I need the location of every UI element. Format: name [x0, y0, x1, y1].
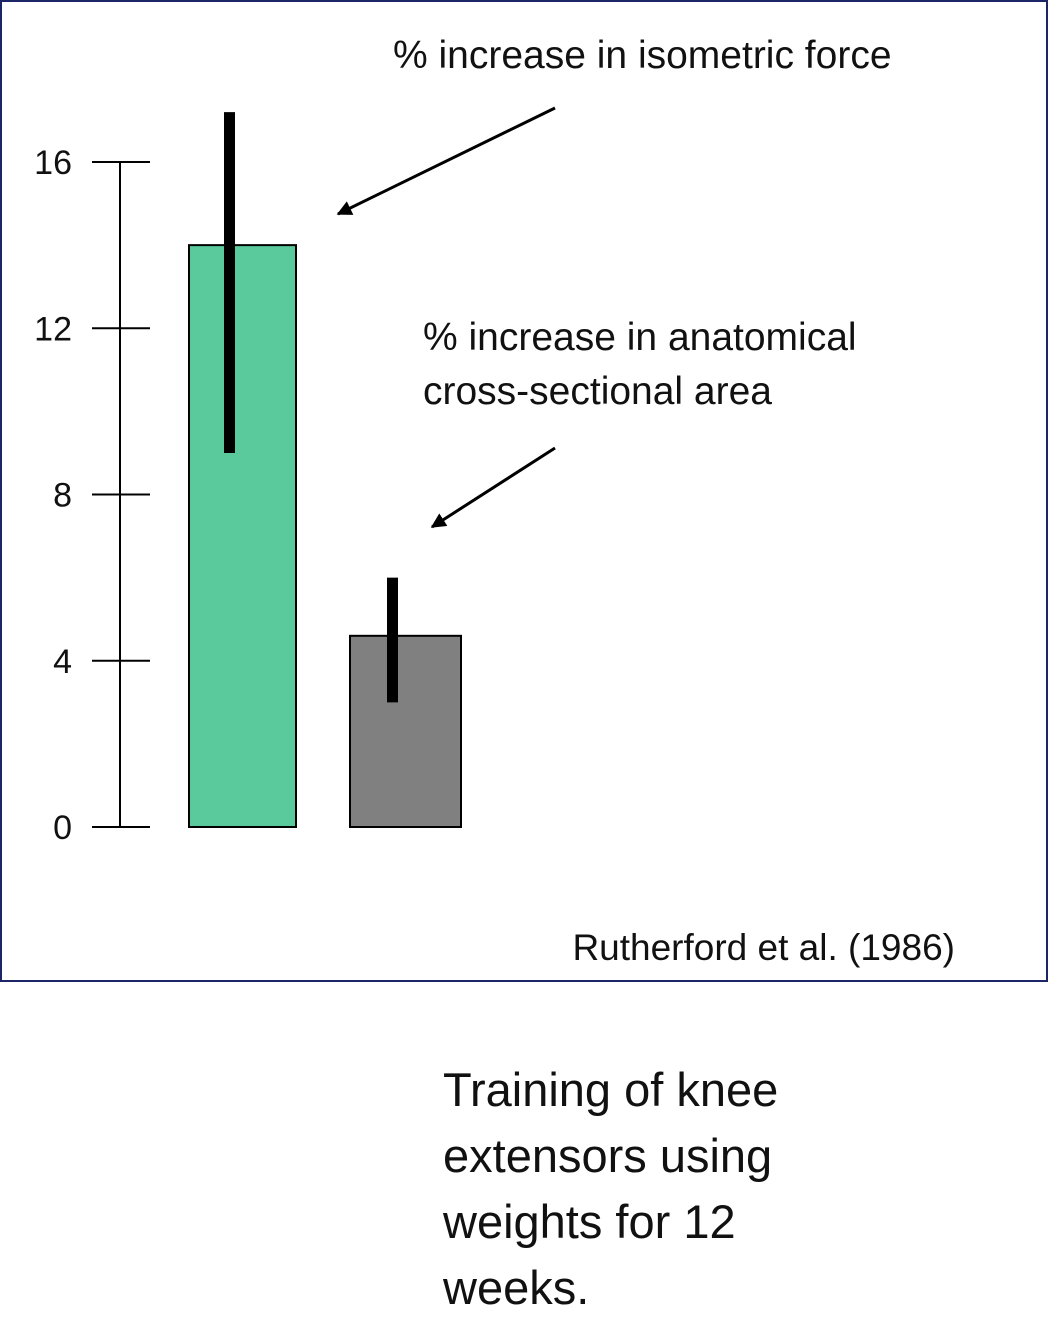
y-tick-label: 8	[53, 477, 72, 515]
chart-frame: 0 4 8 12 16 % increase in isometric force% i…	[0, 0, 1048, 982]
annotation-label: cross-sectional area	[423, 370, 772, 413]
annotations: % increase in isometric force % increase …	[336, 34, 892, 529]
annotation-arrow	[430, 446, 556, 529]
caption-line: weeks.	[443, 1261, 590, 1314]
chart-border	[0, 0, 1048, 982]
caption-line: weights for 12	[443, 1195, 736, 1248]
annotation-arrow	[336, 106, 556, 216]
y-tick-label: 4	[53, 643, 72, 681]
caption-line: extensors using	[443, 1129, 773, 1182]
annotation-label: % increase in anatomical	[423, 316, 857, 359]
y-tick-label: 12	[34, 310, 72, 348]
source-label: Rutherford et al. (1986)	[572, 927, 955, 968]
caption: Training of knee extensors using weights…	[443, 1057, 923, 1321]
bar	[188, 244, 297, 828]
annotation-label: % increase in isometric force	[393, 34, 892, 77]
y-axis: 0 4 8 12 16	[34, 144, 150, 847]
y-tick-label: 0	[53, 809, 72, 847]
caption-line: Training of knee	[443, 1063, 779, 1116]
bar	[349, 634, 462, 828]
y-tick-label: 16	[34, 144, 72, 182]
error-bars	[224, 112, 398, 703]
bars	[188, 244, 462, 828]
